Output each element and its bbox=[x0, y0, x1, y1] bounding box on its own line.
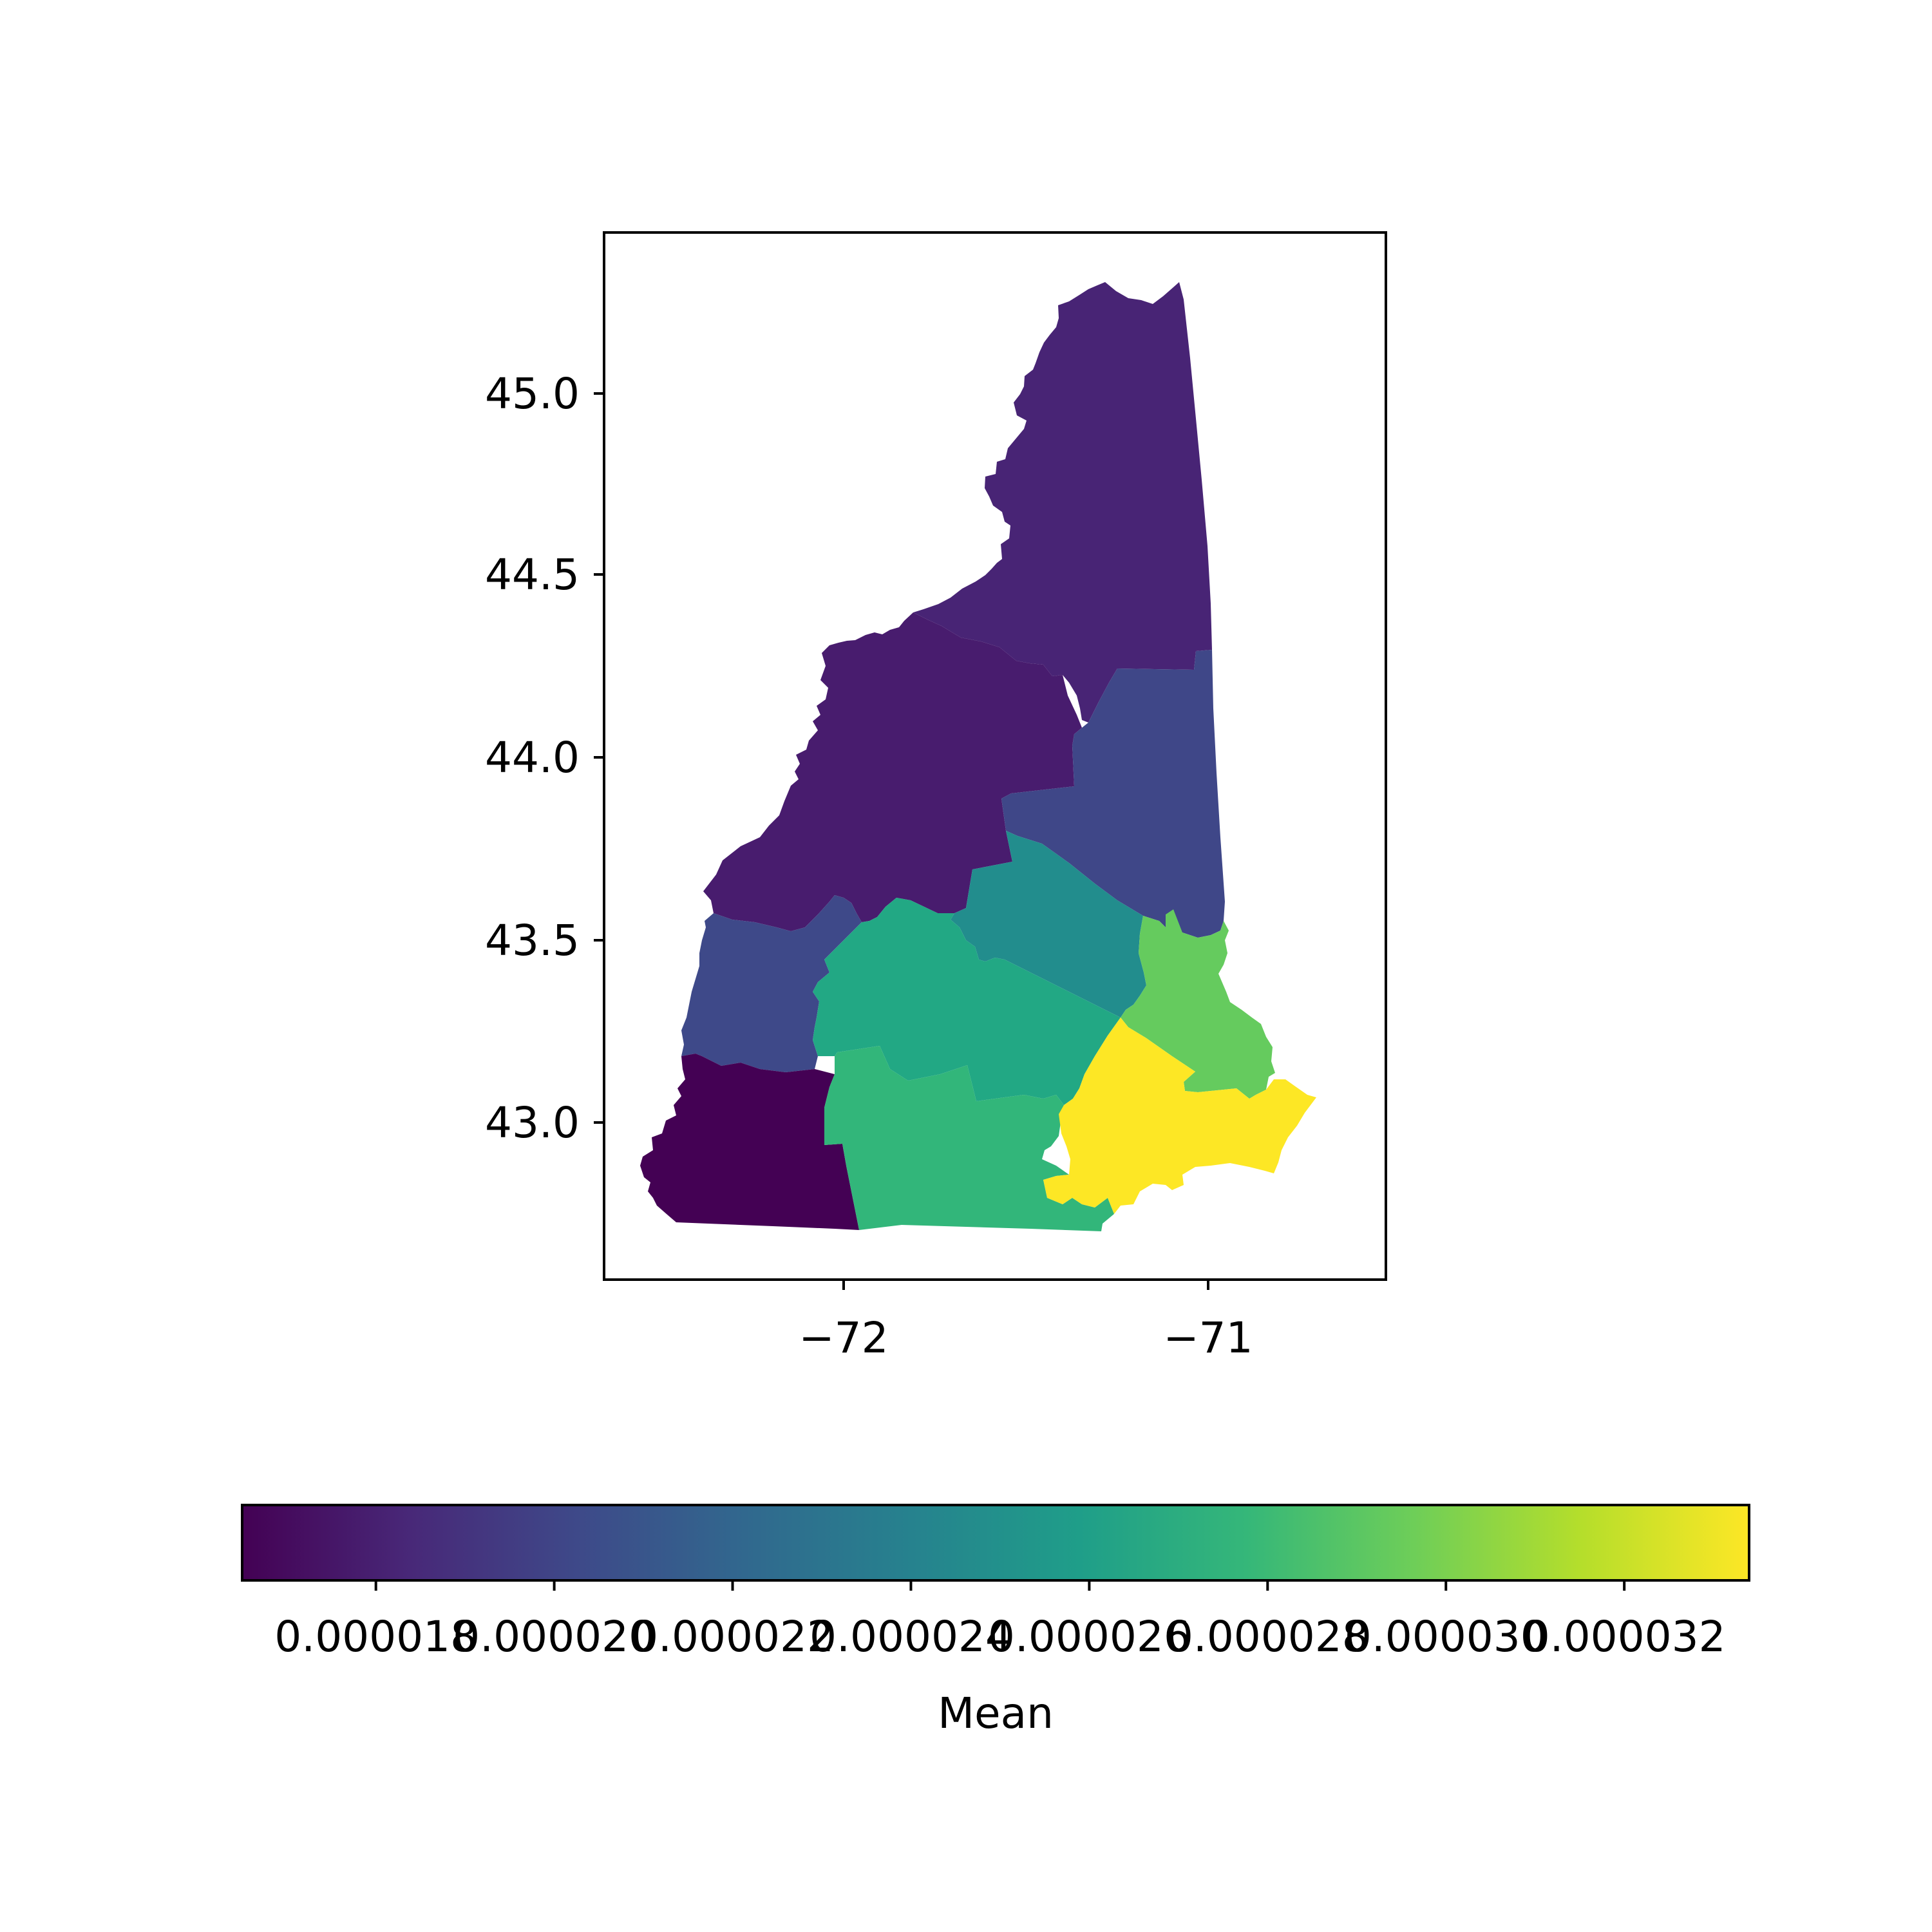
colorbar-tick-label: 0.000032 bbox=[1523, 1612, 1726, 1662]
region-rockingham bbox=[1043, 1018, 1316, 1214]
colorbar-tick-label: 0.000018 bbox=[274, 1612, 477, 1662]
y-tick-label: 43.5 bbox=[485, 916, 580, 965]
colorbar-label: Mean bbox=[938, 1689, 1054, 1738]
region-strafford bbox=[1121, 909, 1275, 1099]
x-axis: −72 −71 bbox=[799, 1280, 1253, 1363]
colorbar: 0.0000180.0000200.0000220.0000240.000026… bbox=[241, 1504, 1750, 1738]
colorbar-tick-label: 0.000024 bbox=[810, 1612, 1012, 1662]
region-hillsborough bbox=[824, 1046, 1114, 1231]
y-tick-label: 44.0 bbox=[485, 733, 580, 782]
colorbar-gradient bbox=[241, 1504, 1750, 1582]
colorbar-tick-label: 0.000020 bbox=[453, 1612, 656, 1662]
colorbar-tick-label: 0.000026 bbox=[988, 1612, 1191, 1662]
x-tick-label: −72 bbox=[799, 1313, 888, 1363]
colorbar-tick-label: 0.000022 bbox=[631, 1612, 834, 1662]
region-merrimack bbox=[813, 898, 1121, 1105]
x-tick-label: −71 bbox=[1163, 1313, 1253, 1363]
y-tick-label: 45.0 bbox=[485, 369, 580, 419]
region-sullivan bbox=[681, 895, 862, 1072]
colorbar-ticks: 0.0000180.0000200.0000220.0000240.000026… bbox=[274, 1580, 1726, 1662]
colorbar-tick-label: 0.000030 bbox=[1345, 1612, 1548, 1662]
colorbar-tick-label: 0.000028 bbox=[1166, 1612, 1369, 1662]
map-regions bbox=[640, 282, 1316, 1231]
region-coos bbox=[913, 282, 1212, 723]
region-grafton bbox=[703, 612, 1082, 931]
y-tick-label: 44.5 bbox=[485, 550, 580, 600]
y-tick-label: 43.0 bbox=[485, 1098, 580, 1148]
region-belknap bbox=[951, 831, 1146, 1018]
y-axis: 43.0 43.5 44.0 44.5 45.0 bbox=[485, 369, 604, 1148]
region-carroll bbox=[1001, 650, 1225, 938]
region-cheshire bbox=[640, 1054, 859, 1230]
